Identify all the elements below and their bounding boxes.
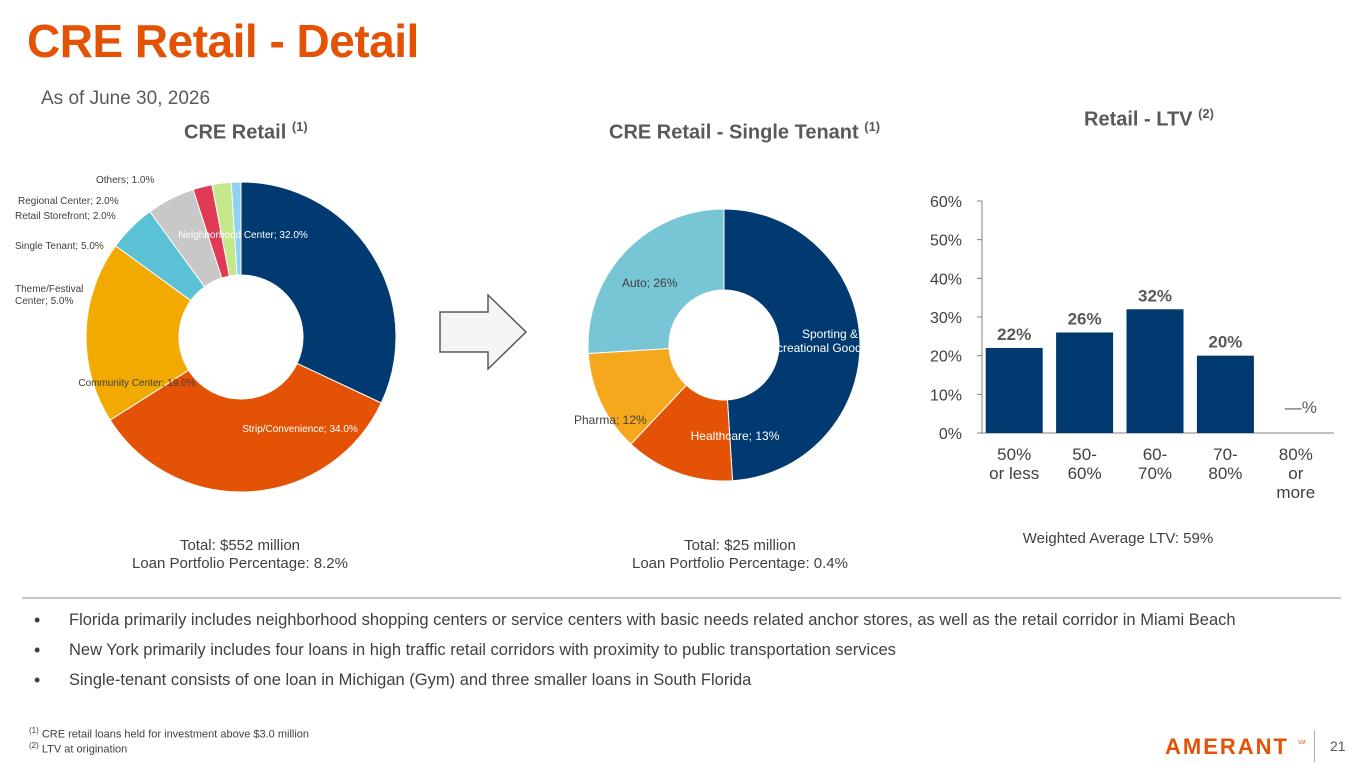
cre-retail-label-single-tenant: Single Tenant; 5.0% <box>15 241 104 252</box>
cre-retail-label-theme-festival-center: Theme/Festival Center; 5.0% <box>15 284 83 307</box>
ltv-x-tick-label-50-or-less: 50% or less <box>989 445 1039 483</box>
ltv-data-label-50-60: 26% <box>1068 309 1102 328</box>
cre-retail-portfolio-pct: Loan Portfolio Percentage: 8.2% <box>132 555 348 572</box>
bullet-item-florida: Florida primarily includes neighborhood … <box>30 606 1236 636</box>
cre-retail-slice-others <box>230 181 242 276</box>
cre-retail-slice-neighborhood-center <box>240 181 397 404</box>
ltv-data-label-50-or-less: 22% <box>997 325 1031 344</box>
single-tenant-slice-sporting-recreational-goods <box>723 208 861 482</box>
footnote-2-mark: (2) <box>29 741 39 750</box>
footnote-1-text: CRE retail loans held for investment abo… <box>41 728 310 741</box>
ltv-y-tick-label: 10% <box>930 387 962 404</box>
ltv-y-tick-label: 30% <box>930 310 962 327</box>
bullet-item-new-york: New York primarily includes four loans i… <box>30 636 1236 666</box>
cre-retail-label-others: Others; 1.0% <box>96 175 154 186</box>
ltv-y-tick-label: 20% <box>930 349 962 366</box>
ltv-data-label-80-or-more: —% <box>1285 398 1317 417</box>
ltv-weighted-average: Weighted Average LTV: 59% <box>1022 530 1214 547</box>
ltv-bar-50-or-less <box>985 347 1043 433</box>
ltv-bar-70-80 <box>1196 355 1254 433</box>
amerant-logo: AMERANT SM <box>1165 734 1306 758</box>
cre-retail-label-neighborhood-center: Neighborhood Center; 32.0% <box>178 230 308 241</box>
ltv-x-tick-label-60-70: 60-70% <box>1138 445 1172 483</box>
single-tenant-title-note: (1) <box>864 119 881 134</box>
amerant-logo-mark: SM <box>1298 740 1306 746</box>
ltv-x-tick-label-80-or-more: 80% or more <box>1276 445 1315 502</box>
footnote-2-text: LTV at origination <box>41 743 128 756</box>
single-tenant-label-sporting-recreational-goods: Sporting & Recreational Goods; 49% <box>762 327 899 355</box>
single-tenant-title: CRE Retail - Single Tenant (1) <box>609 119 880 145</box>
footer-separator <box>1314 730 1315 762</box>
cre-retail-label-community-center: Community Center; 19.0% <box>78 378 195 389</box>
single-tenant-label-healthcare: Healthcare; 13% <box>691 429 780 443</box>
ltv-title: Retail - LTV (2) <box>1084 106 1214 132</box>
bullet-item-single-tenant: Single-tenant consists of one loan in Mi… <box>30 666 1236 696</box>
ltv-data-label-60-70: 32% <box>1138 286 1172 305</box>
ltv-title-note: (2) <box>1198 106 1214 121</box>
ltv-y-tick-label: 50% <box>930 233 962 250</box>
single-tenant-label-auto: Auto; 26% <box>622 276 678 290</box>
single-tenant-title-text: CRE Retail - Single Tenant <box>609 121 859 144</box>
cre-retail-donut-chart: Neighborhood Center; 32.0% Strip/Convenie… <box>15 175 397 493</box>
right-arrow-icon <box>439 293 528 371</box>
ltv-bar-chart: 0% 10% 20% 30% 40% 50% 60% 22% 50% or less 26% 50-6… <box>930 194 1334 502</box>
amerant-logo-text: AMERANT <box>1165 734 1289 758</box>
footnote-1-mark: (1) <box>29 726 39 735</box>
footnote-1: (1) CRE retail loans held for investment… <box>29 726 309 741</box>
cre-retail-title: CRE Retail (1) <box>184 119 308 145</box>
ltv-bar-60-70 <box>1126 309 1184 433</box>
bullet-list: Florida primarily includes neighborhood … <box>30 606 1236 696</box>
page-title: CRE Retail - Detail <box>27 15 419 67</box>
ltv-x-tick-label-70-80: 70-80% <box>1208 445 1242 483</box>
cre-retail-title-note: (1) <box>291 119 308 134</box>
ltv-y-tick-label: 40% <box>930 271 962 288</box>
ltv-x-tick-label-50-60: 50-60% <box>1068 445 1102 483</box>
single-tenant-label-pharma: Pharma; 12% <box>574 413 647 427</box>
as-of-date: As of June 30, 2026 <box>41 88 211 109</box>
single-tenant-portfolio-pct: Loan Portfolio Percentage: 0.4% <box>632 555 848 572</box>
cre-retail-title-text: CRE Retail <box>184 121 287 144</box>
single-tenant-total: Total: $25 million <box>684 537 796 554</box>
page-number: 21 <box>1330 738 1346 754</box>
ltv-y-tick-label: 0% <box>939 426 962 443</box>
cre-retail-slice-strip-convenience <box>109 362 382 493</box>
cre-retail-label-retail-storefront: Retail Storefront; 2.0% <box>15 211 116 222</box>
single-tenant-donut-chart: Sporting & Recreational Goods; 49% Healthc… <box>574 208 899 482</box>
cre-retail-total: Total: $552 million <box>179 537 301 554</box>
single-tenant-caption: Total: $25 million Loan Portfolio Percen… <box>610 537 870 573</box>
ltv-title-text: Retail - LTV <box>1084 108 1193 131</box>
cre-retail-label-strip-convenience: Strip/Convenience; 34.0% <box>242 424 358 435</box>
cre-retail-slice-community-center <box>85 245 192 421</box>
single-tenant-slice-auto <box>587 208 725 355</box>
section-divider <box>22 597 1341 599</box>
ltv-bar-50-60 <box>1056 332 1114 433</box>
ltv-data-label-70-80: 20% <box>1208 333 1242 352</box>
cre-retail-caption: Total: $552 million Loan Portfolio Perce… <box>110 537 370 573</box>
cre-retail-label-regional-center: Regional Center; 2.0% <box>18 196 119 207</box>
ltv-y-tick-label: 60% <box>930 194 962 211</box>
footnote-2: (2) LTV at origination <box>29 741 127 756</box>
